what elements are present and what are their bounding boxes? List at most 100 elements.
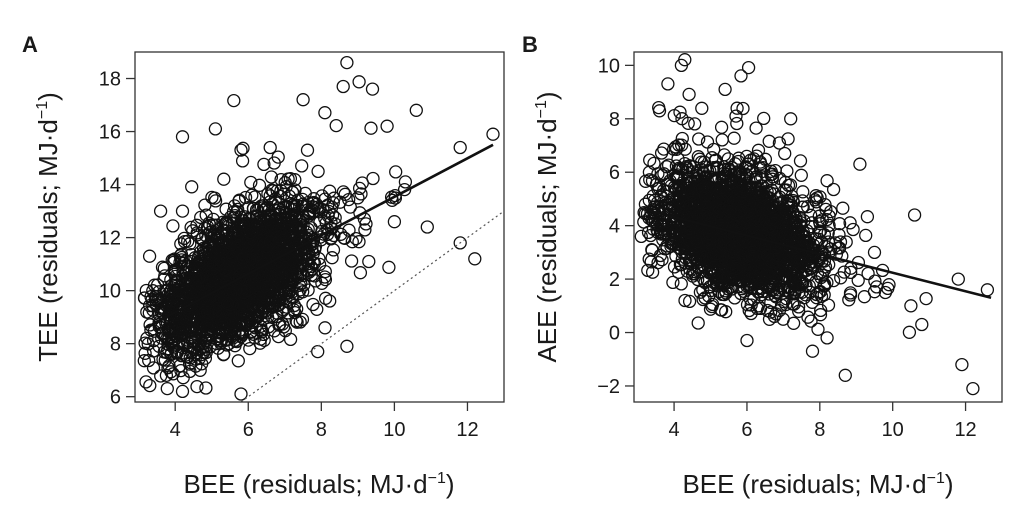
data-point <box>786 216 801 230</box>
data-point <box>165 330 180 344</box>
data-point <box>324 232 338 246</box>
data-point <box>780 193 795 208</box>
data-point <box>184 272 198 287</box>
data-point <box>220 296 235 311</box>
data-point <box>793 154 808 168</box>
data-point <box>240 317 254 331</box>
data-point <box>212 257 226 271</box>
data-point <box>792 304 806 318</box>
data-point <box>311 344 325 359</box>
data-point <box>193 363 207 377</box>
data-point <box>211 329 225 344</box>
data-point <box>232 226 246 241</box>
data-point <box>209 304 223 318</box>
data-point <box>326 243 341 257</box>
data-point <box>669 194 683 208</box>
data-point <box>380 119 394 133</box>
data-point <box>765 183 779 197</box>
data-point <box>835 249 849 263</box>
data-point <box>326 196 340 210</box>
panel-a-y-tick-label: 10 <box>99 281 121 303</box>
data-point <box>245 188 259 202</box>
data-point <box>717 163 731 177</box>
data-point <box>216 223 230 237</box>
data-point <box>811 322 825 336</box>
data-point <box>778 146 792 161</box>
data-point <box>643 153 657 167</box>
data-point <box>698 189 713 203</box>
data-point <box>318 211 332 225</box>
data-point <box>234 143 248 157</box>
data-point <box>742 197 757 211</box>
data-point <box>304 259 318 274</box>
data-point <box>680 239 694 254</box>
data-point <box>146 361 161 375</box>
data-point <box>826 273 841 288</box>
data-point <box>667 180 682 194</box>
data-point <box>786 193 800 208</box>
data-point <box>691 316 705 330</box>
data-point <box>799 234 813 248</box>
data-point <box>183 364 197 379</box>
data-point <box>799 278 813 293</box>
data-point <box>283 332 298 347</box>
data-point <box>683 218 698 233</box>
data-point <box>642 252 656 266</box>
data-point <box>278 324 292 338</box>
data-point <box>174 255 189 270</box>
panel-a-y-tick-label: 16 <box>99 122 121 144</box>
data-point <box>306 196 321 210</box>
data-point <box>769 307 783 321</box>
data-point <box>762 134 776 148</box>
data-point <box>300 143 315 157</box>
data-point <box>243 239 257 253</box>
data-point <box>688 117 702 131</box>
data-point <box>254 323 269 337</box>
data-point <box>208 122 223 136</box>
data-point <box>826 182 841 197</box>
data-point <box>696 165 710 179</box>
data-point <box>661 77 675 91</box>
data-point <box>820 174 834 188</box>
data-point <box>268 289 282 304</box>
data-point <box>744 306 758 321</box>
panel-a-label: A <box>22 32 38 57</box>
data-point <box>919 291 933 306</box>
data-point <box>696 283 710 297</box>
data-point <box>716 194 730 208</box>
data-point <box>312 257 327 272</box>
data-point <box>652 203 666 217</box>
data-point <box>199 208 213 222</box>
data-point <box>796 185 810 199</box>
data-point <box>801 310 815 324</box>
data-point <box>345 235 359 249</box>
data-point <box>364 121 378 135</box>
data-point <box>772 136 787 150</box>
data-point <box>764 213 778 227</box>
data-point <box>199 228 213 243</box>
data-point <box>714 213 729 227</box>
data-point <box>692 152 707 166</box>
data-point <box>714 120 729 134</box>
data-point <box>695 182 710 196</box>
data-point <box>645 243 659 257</box>
data-point <box>234 299 249 314</box>
data-point <box>253 332 268 346</box>
data-point <box>228 339 242 353</box>
data-point <box>673 258 688 272</box>
data-point <box>305 242 319 256</box>
data-point <box>706 249 720 263</box>
data-point <box>453 140 467 155</box>
data-point <box>781 178 796 193</box>
data-point <box>791 259 805 273</box>
data-point <box>195 357 209 371</box>
data-point <box>264 170 279 184</box>
data-point <box>749 170 763 184</box>
data-point <box>235 154 250 168</box>
data-point <box>832 241 847 255</box>
data-point <box>192 343 207 357</box>
data-point <box>234 387 248 401</box>
data-point <box>818 198 832 212</box>
data-point <box>713 191 728 206</box>
